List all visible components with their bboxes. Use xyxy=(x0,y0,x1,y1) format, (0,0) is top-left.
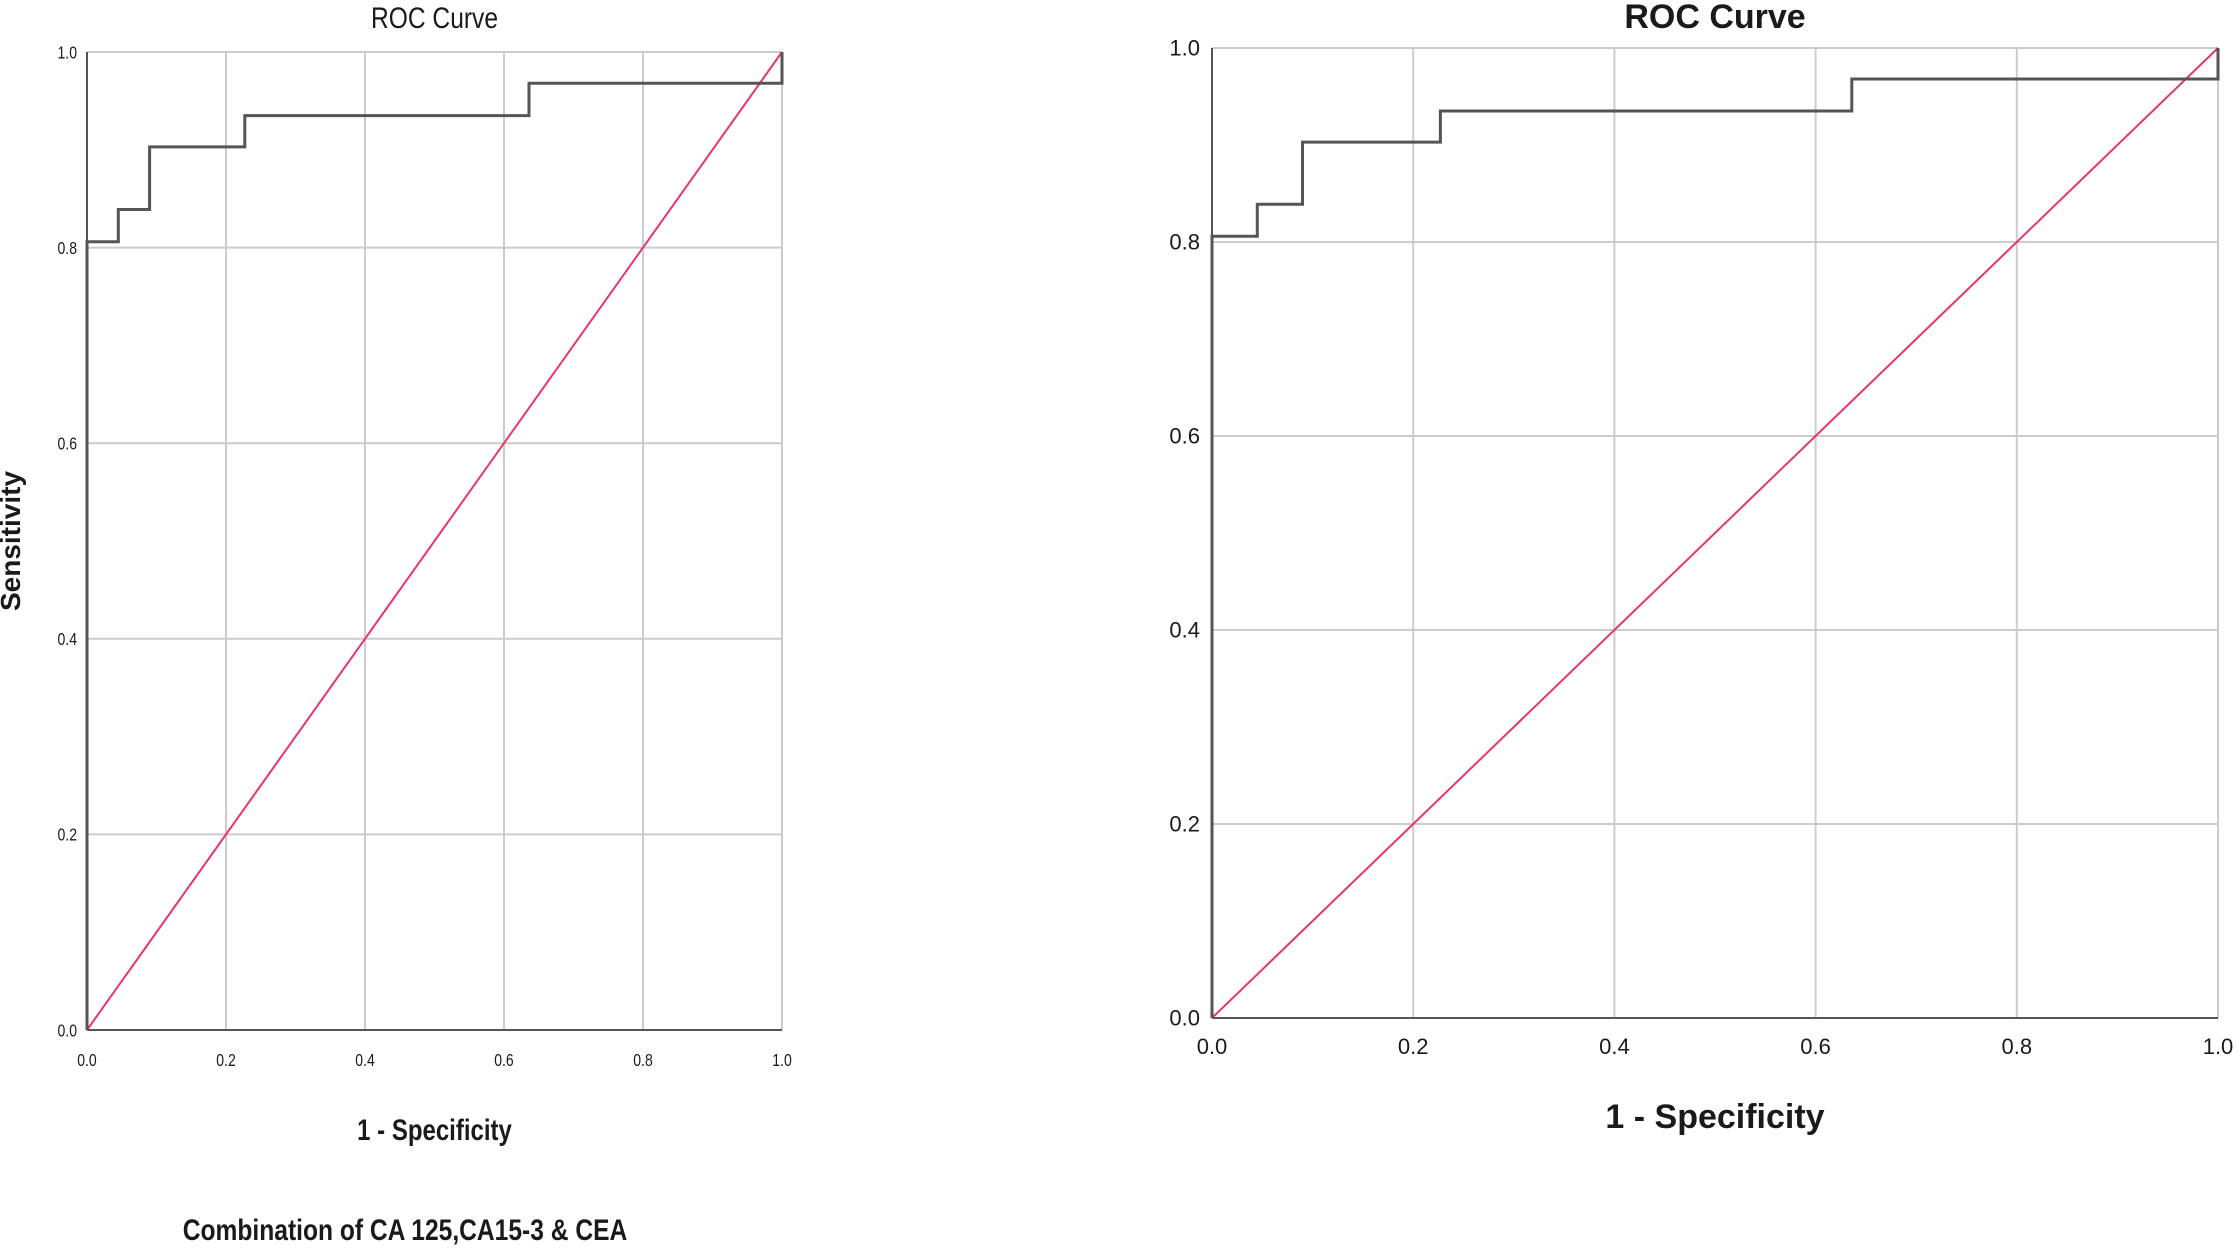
chart-2-y-tick-label: 0.2 xyxy=(1169,812,1200,837)
chart-1-y-tick-label: 0.4 xyxy=(57,629,77,649)
chart-panel-2: 0.0 0.2 0.4 0.6 0.8 1.0 0.0 0.2 0.4 0.6 0.8 1.0 ROC … xyxy=(1169,0,2233,1136)
chart-panel-1: 0.0 0.2 0.4 0.6 0.8 1.0 0.0 0.2 0.4 0.6 0.8 1.0 ROC … xyxy=(0,1,792,1247)
chart-1-caption: Combination of CA 125,CA15-3 & CEA xyxy=(183,1213,628,1247)
chart-2-reference-line xyxy=(1211,47,2219,1019)
chart-2-title: ROC Curve xyxy=(1624,0,1805,36)
chart-2-roc-curve xyxy=(1210,48,2220,1018)
chart-2-x-axis-label: 1 - Specificity xyxy=(1605,1098,1824,1136)
chart-1-y-tick-label: 0.2 xyxy=(57,825,77,845)
chart-2-y-tick-label: 0.4 xyxy=(1169,618,1200,643)
chart-2-x-tick-label: 0.8 xyxy=(2002,1034,2033,1059)
chart-1-roc-curve xyxy=(85,52,784,1030)
chart-2-y-tick-label: 1.0 xyxy=(1169,36,1200,61)
chart-1-x-tick-label: 0.8 xyxy=(633,1050,653,1070)
chart-1-x-axis-label: 1 - Specificity xyxy=(357,1112,512,1146)
chart-2-x-tick-label: 0.2 xyxy=(1398,1034,1429,1059)
chart-1-y-tick-label: 0.8 xyxy=(57,238,77,258)
chart-2-x-tick-label: 0.4 xyxy=(1599,1034,1630,1059)
chart-1-reference-line xyxy=(86,51,783,1031)
chart-1-x-tick-label: 0.4 xyxy=(355,1050,375,1070)
chart-1-y-tick-label: 0.6 xyxy=(57,434,77,454)
chart-1-title: ROC Curve xyxy=(371,1,498,35)
chart-1-x-tick-label: 1.0 xyxy=(772,1050,792,1070)
chart-1-x-tick-label: 0.2 xyxy=(216,1050,236,1070)
chart-2-x-tick-label: 0.6 xyxy=(1800,1034,1831,1059)
chart-1-y-axis-label: Sensitivity xyxy=(0,471,26,611)
chart-2-x-tick-label: 0.0 xyxy=(1197,1034,1228,1059)
chart-1-y-tick-label: 0.0 xyxy=(57,1021,77,1041)
chart-1-x-tick-label: 0.0 xyxy=(77,1050,97,1070)
chart-2-y-tick-label: 0.6 xyxy=(1169,424,1200,449)
chart-1-y-tick-label: 1.0 xyxy=(57,43,77,63)
chart-2-y-tick-label: 0.8 xyxy=(1169,230,1200,255)
chart-1-x-tick-label: 0.6 xyxy=(494,1050,514,1070)
chart-2-y-tick-label: 0.0 xyxy=(1169,1006,1200,1031)
chart-2-x-tick-label: 1.0 xyxy=(2203,1034,2234,1059)
